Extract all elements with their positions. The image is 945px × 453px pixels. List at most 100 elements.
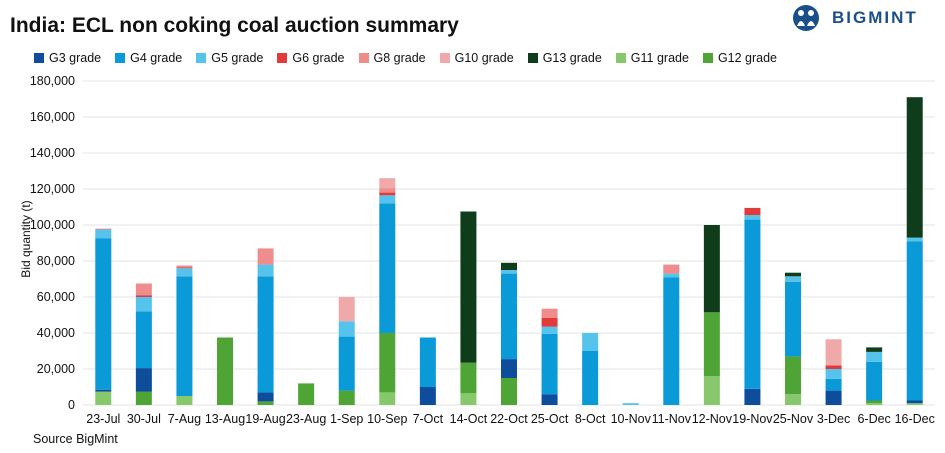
x-tick-label: 12-Nov xyxy=(692,412,733,426)
x-tick-label: 7-Aug xyxy=(168,412,201,426)
bar-segment xyxy=(95,238,112,390)
legend-label: G6 grade xyxy=(292,51,345,65)
legend-label: G5 grade xyxy=(211,51,264,65)
bar-segment xyxy=(825,378,842,391)
bar-segment xyxy=(176,265,193,268)
source-note: Source BigMint xyxy=(33,432,118,446)
x-tick-label: 19-Nov xyxy=(732,412,773,426)
bar-segment xyxy=(866,351,883,362)
y-tick-label: 140,000 xyxy=(30,146,75,160)
bar-segment xyxy=(460,362,477,394)
bar-segment xyxy=(501,262,517,270)
x-tick-label: 23-Jul xyxy=(86,412,120,426)
legend-label: G12 grade xyxy=(717,51,778,65)
bar-segment xyxy=(379,392,396,405)
legend-item: G3 grade xyxy=(34,49,101,67)
y-tick-label: 120,000 xyxy=(30,182,75,196)
bar-segment xyxy=(703,312,720,377)
bar-segment xyxy=(135,295,152,297)
x-tick-label: 13-Aug xyxy=(205,412,245,426)
bar-segment xyxy=(785,394,801,405)
x-tick-label: 16-Dec xyxy=(895,412,935,426)
bar-segment xyxy=(460,211,477,363)
bar-segment xyxy=(703,225,720,313)
legend-item: G10 grade xyxy=(439,49,514,67)
x-tick-label: 7-Oct xyxy=(413,412,444,426)
x-tick-label: 25-Oct xyxy=(531,412,569,426)
bar-segment xyxy=(663,277,680,405)
bar-segment xyxy=(825,339,842,366)
bar-segment xyxy=(298,383,315,405)
bar-segment xyxy=(338,336,355,391)
x-tick-label: 23-Aug xyxy=(286,412,326,426)
bar-segment xyxy=(217,337,233,405)
y-tick-label: 180,000 xyxy=(30,74,75,88)
legend-swatch xyxy=(34,53,44,63)
bar-segment xyxy=(176,276,193,396)
bar-segment xyxy=(622,403,639,405)
bar-segment xyxy=(785,272,801,277)
bar-segment xyxy=(744,219,761,389)
bar-segment xyxy=(663,264,680,274)
x-tick-label: 30-Jul xyxy=(127,412,161,426)
bar-segment xyxy=(135,391,152,405)
y-tick-label: 60,000 xyxy=(37,290,75,304)
bar-segment xyxy=(419,337,436,387)
legend-label: G13 grade xyxy=(542,51,602,65)
bar-segment xyxy=(135,297,152,312)
bar-segment xyxy=(501,378,517,405)
bar-segment xyxy=(866,403,883,405)
bar-segment xyxy=(866,347,883,352)
bar-segment xyxy=(663,273,680,278)
bar-segment xyxy=(338,390,355,405)
bar-segment xyxy=(582,333,599,351)
bar-segment xyxy=(501,273,517,360)
y-tick-label: 160,000 xyxy=(30,110,75,124)
x-tick-label: 19-Aug xyxy=(245,412,285,426)
bar-segment xyxy=(582,351,599,405)
bar-segment xyxy=(379,178,396,189)
bar-segment xyxy=(541,394,558,405)
chart-legend: G3 grade G4 grade G5 grade G6 grade G8 grade… xyxy=(34,49,777,67)
bar-segment xyxy=(257,392,274,402)
legend-item: G4 grade xyxy=(115,49,182,67)
bar-segment xyxy=(744,388,761,405)
bar-segment xyxy=(135,368,152,392)
bar-segment xyxy=(744,215,761,220)
bar-segment xyxy=(501,359,517,378)
bar-segment xyxy=(379,333,396,393)
x-tick-label: 10-Sep xyxy=(367,412,407,426)
chart-title: India: ECL non coking coal auction summa… xyxy=(10,14,459,37)
legend-label: G3 grade xyxy=(49,51,102,65)
legend-label: G10 grade xyxy=(454,51,514,65)
y-tick-label: 80,000 xyxy=(37,254,75,268)
bar-segment xyxy=(785,276,801,282)
legend-label: G11 grade xyxy=(630,51,689,65)
x-tick-label: 1-Sep xyxy=(330,412,363,426)
bigmint-logo xyxy=(793,5,819,31)
x-tick-label: 25-Nov xyxy=(773,412,814,426)
bar-segment xyxy=(825,369,842,379)
legend-item: G11 grade xyxy=(615,49,689,67)
bar-segment xyxy=(257,401,274,405)
legend-item: G13 grade xyxy=(527,49,602,67)
bar-segment xyxy=(906,403,923,405)
bar-segment xyxy=(785,356,801,395)
bar-segment xyxy=(825,365,842,369)
x-tick-label: 14-Oct xyxy=(450,412,488,426)
legend-label: G8 grade xyxy=(373,51,426,65)
bar-segment xyxy=(460,393,477,405)
bar-segment xyxy=(419,387,436,405)
bar-segment xyxy=(95,391,112,405)
legend-item: G12 grade xyxy=(702,49,778,67)
bar-segment xyxy=(906,237,923,242)
bar-segment xyxy=(785,281,801,357)
legend-item: G8 grade xyxy=(358,49,426,67)
legend-swatch xyxy=(439,53,450,63)
bar-segment xyxy=(257,276,274,393)
bar-segment xyxy=(176,396,193,405)
legend-swatch xyxy=(527,53,538,63)
legend-swatch xyxy=(702,53,713,63)
x-tick-label: 22-Oct xyxy=(490,412,528,426)
